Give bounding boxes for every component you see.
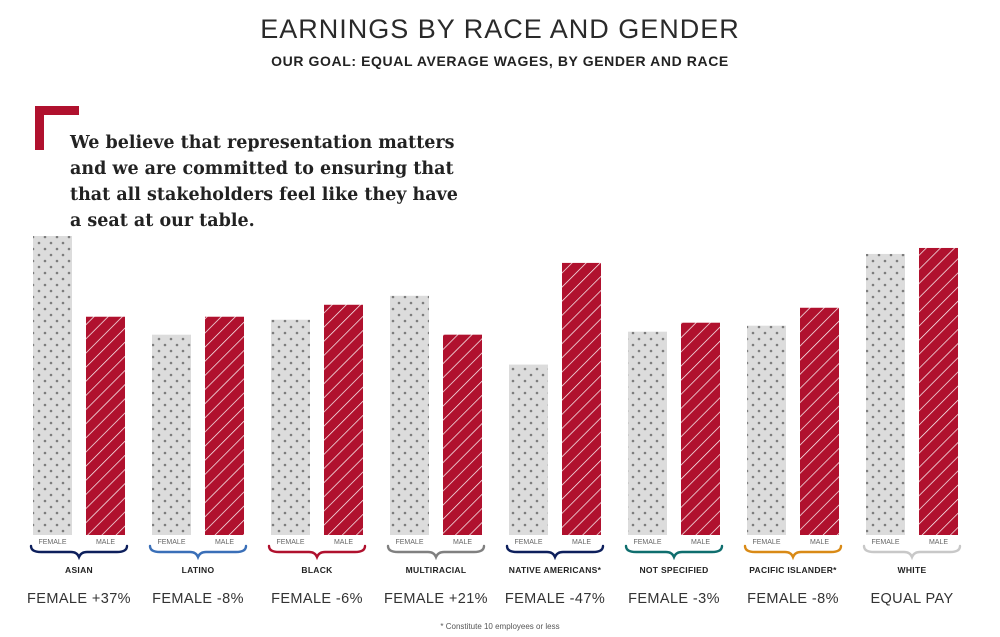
quote-line: a seat at our table.	[70, 211, 255, 231]
category-label: WHITE	[898, 565, 927, 575]
bar-label-female: FEMALE	[395, 539, 423, 546]
group-brace	[505, 544, 605, 561]
bar-male	[919, 247, 958, 535]
difference-label: FEMALE -8%	[747, 591, 839, 607]
chart-subtitle: OUR GOAL: EQUAL AVERAGE WAGES, BY GENDER…	[271, 53, 729, 69]
category-label: NOT SPECIFIED	[639, 565, 708, 575]
bar-female	[152, 334, 191, 535]
bar-label-male: MALE	[929, 539, 948, 546]
bar-label-female: FEMALE	[514, 539, 542, 546]
bar-female	[866, 253, 905, 535]
difference-label: FEMALE +37%	[27, 591, 131, 607]
difference-label: EQUAL PAY	[870, 591, 953, 607]
footnote: * Constitute 10 employees or less	[440, 622, 560, 631]
category-label: ASIAN	[65, 565, 93, 575]
bar-male	[205, 316, 244, 535]
quote-line: and we are committed to ensuring that	[70, 159, 454, 179]
difference-label: FEMALE -8%	[152, 591, 244, 607]
bar-female	[271, 319, 310, 535]
difference-label: FEMALE -3%	[628, 591, 720, 607]
bar-label-male: MALE	[453, 539, 472, 546]
chart-title: EARNINGS BY RACE AND GENDER	[260, 14, 740, 44]
quote-mark-icon	[35, 106, 79, 150]
bar-male	[562, 262, 601, 535]
bar-male	[681, 322, 720, 535]
bar-male	[800, 307, 839, 535]
category-label: BLACK	[301, 565, 333, 575]
bar-label-male: MALE	[96, 539, 115, 546]
bar-male	[86, 316, 125, 535]
group-brace	[624, 544, 724, 561]
group-brace	[148, 544, 248, 561]
difference-label: FEMALE +21%	[384, 591, 488, 607]
difference-label: FEMALE -47%	[505, 591, 605, 607]
group-brace	[29, 544, 129, 561]
category-label: LATINO	[182, 565, 215, 575]
bar-label-female: FEMALE	[157, 539, 185, 546]
bar-female	[747, 325, 786, 535]
bar-label-male: MALE	[691, 539, 710, 546]
bar-label-female: FEMALE	[38, 539, 66, 546]
group-brace	[862, 544, 962, 561]
bar-label-female: FEMALE	[871, 539, 899, 546]
category-label: PACIFIC ISLANDER*	[749, 565, 837, 575]
bar-label-female: FEMALE	[633, 539, 661, 546]
bar-male	[324, 304, 363, 535]
category-label: NATIVE AMERICANS*	[509, 565, 602, 575]
quote-block: We believe that representation matters a…	[70, 130, 458, 234]
bar-male	[443, 334, 482, 535]
bar-female	[628, 331, 667, 535]
bar-label-male: MALE	[810, 539, 829, 546]
quote-line: We believe that representation matters	[70, 133, 455, 153]
group-brace	[267, 544, 367, 561]
bar-label-male: MALE	[334, 539, 353, 546]
group-brace	[386, 544, 486, 561]
group-brace	[743, 544, 843, 561]
bar-label-male: MALE	[572, 539, 591, 546]
bar-label-female: FEMALE	[752, 539, 780, 546]
difference-label: FEMALE -6%	[271, 591, 363, 607]
bar-label-female: FEMALE	[276, 539, 304, 546]
bar-female	[390, 295, 429, 535]
bar-female	[509, 364, 548, 535]
bar-female	[33, 236, 72, 535]
category-label: MULTIRACIAL	[406, 565, 467, 575]
quote-line: that all stakeholders feel like they hav…	[70, 185, 458, 205]
bar-label-male: MALE	[215, 539, 234, 546]
